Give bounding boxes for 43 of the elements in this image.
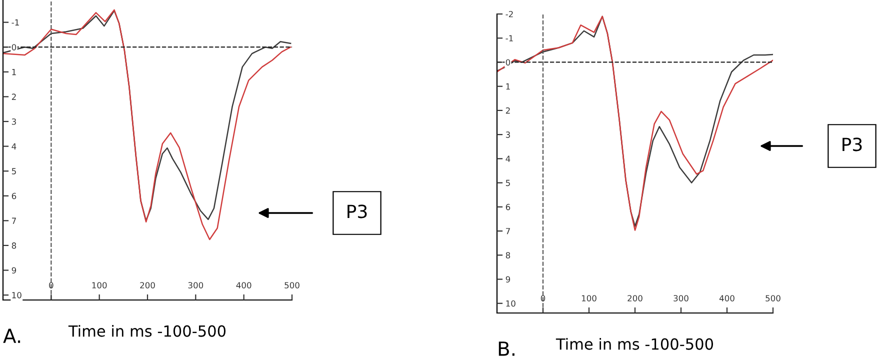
x-tick-label: 0 [49,282,54,288]
y-tick-label: 5 [506,180,510,186]
y-tick-label: 1 [506,83,510,90]
y-tick-label: 10 [506,300,516,307]
y-tick-label: 0 [12,44,16,50]
text: A. [3,328,20,343]
text: P3 [348,204,367,218]
x-tick-label: 300 [674,295,688,302]
x-tick-label: 200 [628,295,642,302]
y-tick-label: 4 [12,143,16,150]
y-tick-label: -2 [506,10,513,18]
y-tick-label: 10 [12,292,22,298]
x-tick-label: 200 [140,282,155,288]
y-tick-label: -1 [506,35,513,42]
y-tick-label: 6 [506,204,510,210]
x-tick-label: 400 [236,282,252,288]
y-tick-label: 0 [506,59,510,66]
y-tick-label: 4 [506,156,510,162]
y-tick-label: 8 [506,252,510,258]
x-tick-label: 100 [92,282,107,288]
y-tick-label: 9 [12,267,16,274]
text: B. [498,342,514,356]
x-tick-label: 400 [719,295,734,302]
y-tick-label: 3 [12,118,16,125]
x-axis-title: Time in ms -100-500 [68,325,226,337]
y-tick-label: 3 [506,132,510,138]
x-tick-label: 0 [540,295,546,302]
y-tick-label: 7 [12,218,16,224]
y-tick-label: 8 [12,242,16,249]
x-tick-label: 300 [188,282,204,288]
x-tick-label: 100 [582,295,596,302]
text: P3 [842,138,862,152]
y-tick-label: 5 [12,168,16,174]
y-tick-label: 9 [506,276,510,283]
x-axis-title: Time in ms -100-500 [556,338,714,350]
x-tick-label: 500 [284,282,300,288]
y-tick-label: 6 [12,192,16,200]
x-tick-label: 500 [766,295,780,302]
y-tick-label: 2 [12,94,16,100]
y-tick-label: 1 [12,68,16,76]
y-tick-label: 7 [506,228,510,234]
y-tick-label: 2 [506,107,510,114]
y-tick-label: -1 [12,19,19,26]
